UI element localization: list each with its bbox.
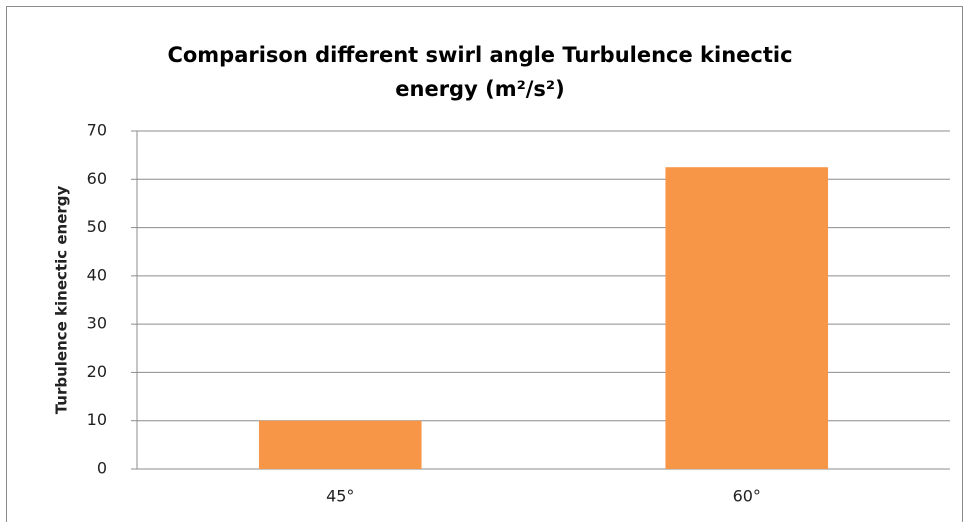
bar: [665, 167, 829, 469]
y-tick-label: 10: [87, 410, 107, 429]
y-tick-label: 0: [97, 459, 107, 478]
y-tick-label: 50: [87, 217, 107, 236]
chart-title: Comparison different swirl angle Turbule…: [167, 43, 793, 101]
chart-frame: [6, 6, 963, 522]
y-tick-label: 20: [87, 362, 107, 381]
bar: [258, 420, 422, 469]
y-tick-label: 30: [87, 314, 107, 333]
y-tick-label: 70: [87, 121, 107, 140]
y-tick-label: 60: [87, 169, 107, 188]
x-tick-label: 45°: [326, 487, 354, 506]
x-tick-label: 60°: [733, 487, 761, 506]
y-axis-label: Turbulence kinectic energy: [53, 185, 71, 414]
y-tick-label: 40: [87, 265, 107, 284]
